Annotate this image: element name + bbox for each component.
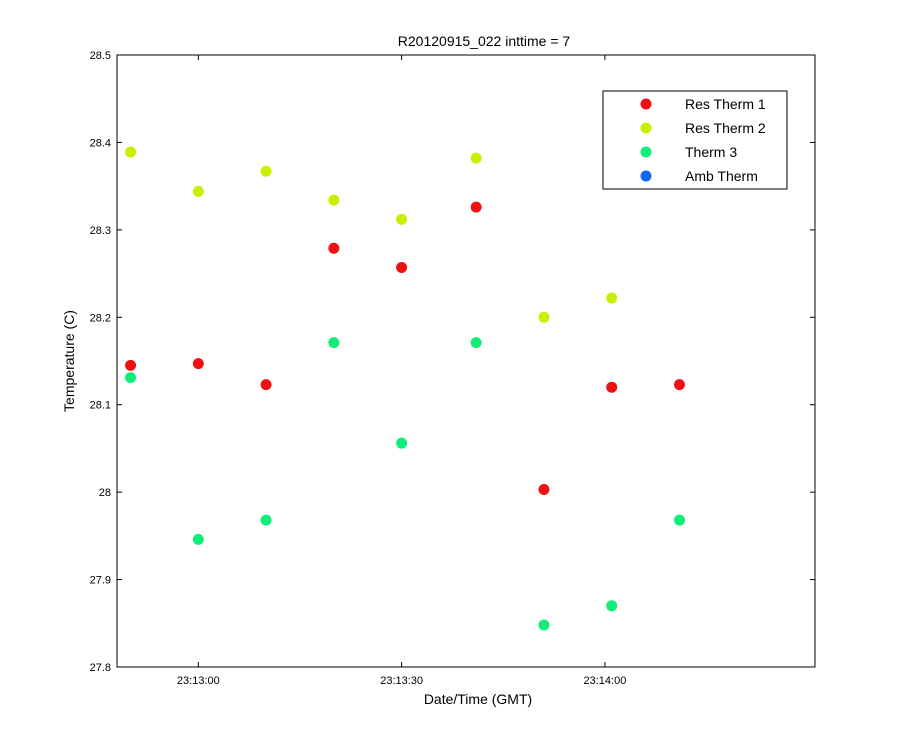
y-tick-label: 28.4: [90, 137, 111, 149]
y-tick-label: 28.2: [90, 312, 111, 324]
legend-label: Therm 3: [685, 144, 737, 160]
data-point-series-3: [470, 337, 482, 349]
data-point-series-1: [673, 379, 685, 391]
y-tick-label: 27.8: [90, 662, 111, 674]
data-point-series-1: [606, 381, 618, 393]
data-point-series-2: [396, 213, 408, 225]
data-point-series-2: [538, 311, 550, 323]
y-tick-label: 27.9: [90, 575, 111, 587]
legend-marker: [640, 170, 652, 182]
data-point-series-2: [470, 152, 482, 164]
data-point-series-3: [606, 600, 618, 612]
legend-marker: [640, 146, 652, 158]
data-point-series-3: [673, 514, 685, 526]
data-point-series-2: [328, 194, 340, 206]
data-point-series-1: [260, 379, 272, 391]
legend-label: Amb Therm: [685, 168, 758, 184]
data-point-series-1: [538, 484, 550, 496]
legend-label: Res Therm 2: [685, 120, 766, 136]
data-point-series-3: [125, 372, 137, 384]
data-point-series-3: [192, 533, 204, 545]
data-point-series-1: [328, 242, 340, 254]
x-axis-label: Date/Time (GMT): [424, 691, 532, 707]
x-tick-label: 23:13:00: [177, 675, 220, 687]
data-point-series-1: [396, 261, 408, 273]
data-point-series-3: [328, 337, 340, 349]
data-point-series-1: [192, 358, 204, 370]
data-points: [125, 146, 685, 631]
y-tick-label: 28.3: [90, 225, 111, 237]
y-tick-label: 28.1: [90, 400, 111, 412]
data-point-series-2: [260, 165, 272, 177]
legend-marker: [640, 98, 652, 110]
legend: Res Therm 1 Res Therm 2 Therm 3 Amb Therm: [602, 90, 788, 190]
legend-box: [602, 90, 788, 190]
chart-title: R20120915_022 inttime = 7: [398, 33, 571, 49]
data-point-series-3: [260, 514, 272, 526]
legend-marker: [640, 122, 652, 134]
data-point-series-3: [538, 619, 550, 631]
x-tick-label: 23:13:30: [380, 675, 423, 687]
data-point-series-3: [396, 437, 408, 449]
y-tick-label: 28.5: [90, 50, 111, 62]
y-axis-label: Temperature (C): [61, 310, 77, 412]
data-point-series-1: [470, 201, 482, 213]
y-tick-label: 28: [99, 487, 111, 499]
x-tick-label: 23:14:00: [584, 675, 627, 687]
data-point-series-1: [125, 359, 137, 371]
data-point-series-2: [125, 146, 137, 158]
data-point-series-2: [606, 292, 618, 304]
data-point-series-2: [192, 185, 204, 197]
legend-label: Res Therm 1: [685, 96, 766, 112]
axis-ticks: 27.8 27.9 28 28.1 28.2 28.3 28.4 28.5 23:13:00 23…: [90, 50, 815, 687]
